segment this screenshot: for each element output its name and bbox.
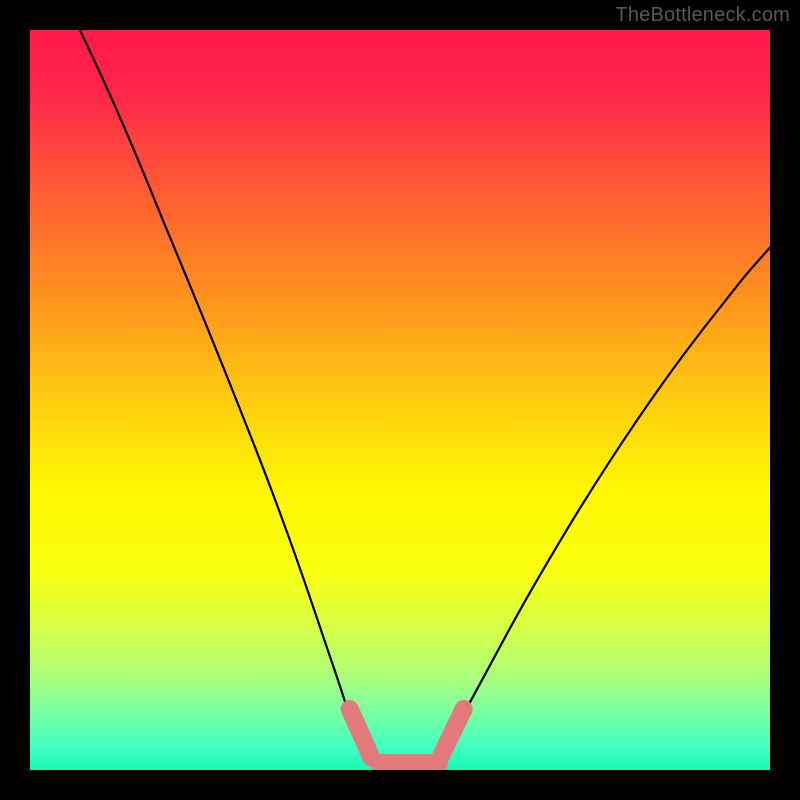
bottleneck-curve-chart bbox=[0, 0, 800, 800]
watermark-text: TheBottleneck.com bbox=[615, 4, 790, 27]
chart-container: TheBottleneck.com bbox=[0, 0, 800, 800]
